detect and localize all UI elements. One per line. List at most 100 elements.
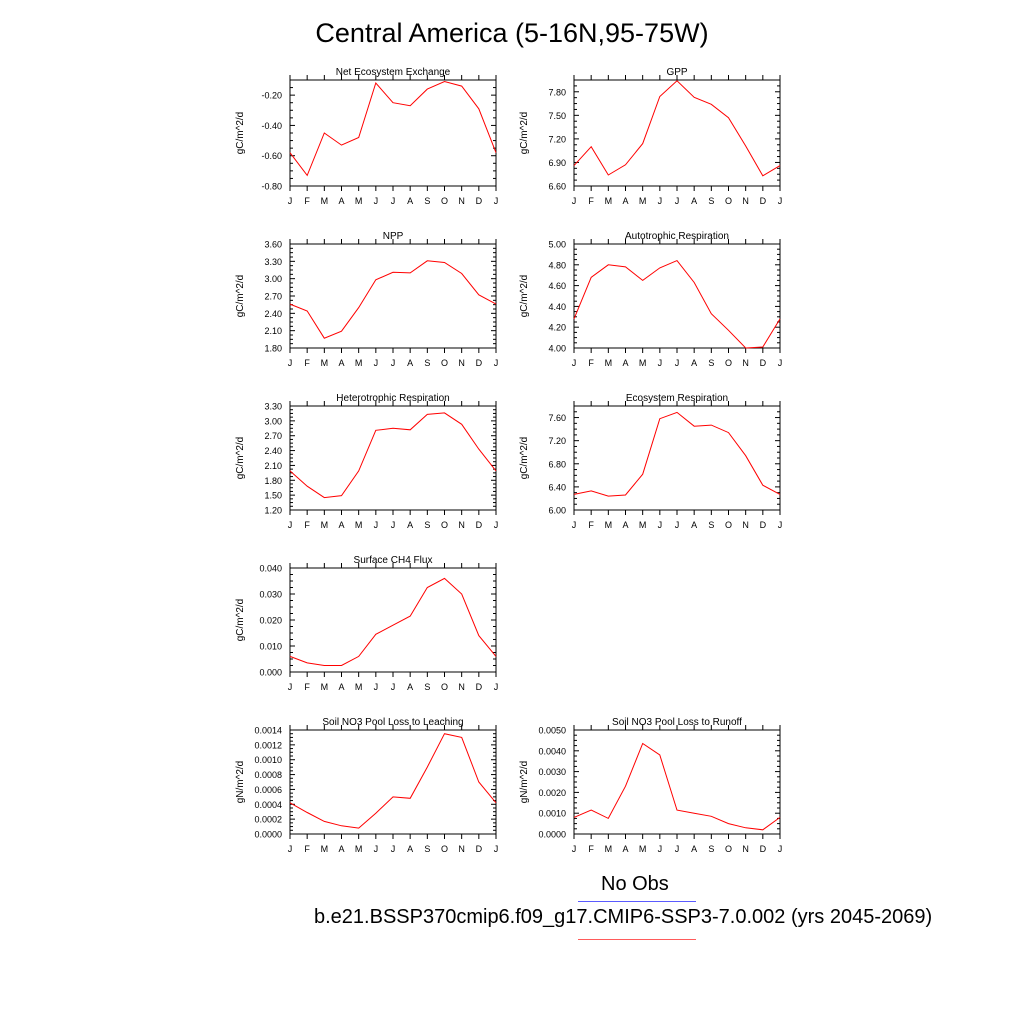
data-point bbox=[694, 282, 695, 283]
data-point bbox=[573, 165, 574, 166]
data-point bbox=[711, 816, 712, 817]
y-tick-label: 0.030 bbox=[259, 590, 282, 600]
x-tick-label: D bbox=[476, 844, 483, 854]
y-tick-label: 3.30 bbox=[264, 257, 282, 267]
x-tick-label: D bbox=[760, 196, 767, 206]
x-tick-label: N bbox=[458, 358, 465, 368]
x-tick-label: M bbox=[639, 520, 647, 530]
data-point bbox=[461, 85, 462, 86]
x-tick-label: J bbox=[494, 196, 499, 206]
x-tick-label: J bbox=[572, 844, 577, 854]
data-point bbox=[375, 430, 376, 431]
x-tick-label: M bbox=[605, 844, 613, 854]
chart-panel-6: Ecosystem Respiration gC/m^2/d 6.00 6.40 6.8… bbox=[519, 393, 782, 530]
y-tick-label: 2.40 bbox=[264, 446, 282, 456]
y-tick-label: 0.0000 bbox=[254, 830, 282, 840]
chart-panel-1: Net Ecosystem Exchange gC/m^2/d -0.80 -0.60… bbox=[235, 67, 498, 206]
y-tick-label: 2.10 bbox=[264, 326, 282, 336]
x-tick-label: N bbox=[458, 682, 465, 692]
chart-panel-3: NPP gC/m^2/d 1.80 2.10 2.40 2.70 3.00 3.30 3.60 J… bbox=[235, 231, 498, 368]
data-point bbox=[324, 497, 325, 498]
data-point bbox=[324, 821, 325, 822]
data-point bbox=[779, 318, 780, 319]
y-tick-label: 0.000 bbox=[259, 668, 282, 678]
data-point bbox=[392, 796, 393, 797]
x-tick-label: M bbox=[639, 358, 647, 368]
data-point bbox=[307, 662, 308, 663]
data-point bbox=[711, 424, 712, 425]
data-point bbox=[289, 303, 290, 304]
plot-frame bbox=[289, 567, 497, 673]
y-tick-label: 4.20 bbox=[548, 323, 566, 333]
y-tick-label: 6.90 bbox=[548, 158, 566, 168]
y-tick-label: 4.80 bbox=[548, 260, 566, 270]
data-point bbox=[341, 665, 342, 666]
panel-title: Soil NO3 Pool Loss to Leaching bbox=[322, 717, 463, 728]
panel-title: GPP bbox=[666, 67, 687, 78]
x-tick-label: A bbox=[691, 358, 697, 368]
data-point bbox=[728, 117, 729, 118]
chart-panel-4: Autotrophic Respiration gC/m^2/d 4.00 4.20 4… bbox=[519, 231, 782, 368]
y-tick-label: 4.40 bbox=[548, 302, 566, 312]
x-tick-label: J bbox=[288, 358, 293, 368]
data-point bbox=[307, 486, 308, 487]
data-point bbox=[762, 829, 763, 830]
x-tick-label: J bbox=[391, 358, 396, 368]
x-tick-label: J bbox=[675, 196, 680, 206]
x-tick-label: S bbox=[708, 520, 714, 530]
y-tick-label: 3.00 bbox=[264, 274, 282, 284]
x-tick-label: M bbox=[605, 358, 613, 368]
data-point bbox=[711, 313, 712, 314]
x-tick-label: J bbox=[675, 520, 680, 530]
y-axis-label: gN/m^2/d bbox=[235, 761, 246, 804]
data-point bbox=[358, 827, 359, 828]
y-tick-label: 6.80 bbox=[548, 459, 566, 469]
series-line bbox=[289, 412, 497, 499]
x-tick-label: J bbox=[675, 844, 680, 854]
data-point bbox=[608, 264, 609, 265]
data-point bbox=[375, 813, 376, 814]
data-point bbox=[573, 817, 574, 818]
data-point bbox=[410, 272, 411, 273]
x-tick-label: M bbox=[321, 196, 329, 206]
x-tick-label: J bbox=[572, 358, 577, 368]
data-point bbox=[591, 809, 592, 810]
x-tick-label: J bbox=[572, 520, 577, 530]
y-tick-label: 2.70 bbox=[264, 431, 282, 441]
data-point bbox=[444, 262, 445, 263]
data-point bbox=[745, 827, 746, 828]
x-tick-label: O bbox=[725, 520, 732, 530]
x-tick-label: M bbox=[355, 844, 363, 854]
data-point bbox=[461, 273, 462, 274]
series-line bbox=[573, 80, 781, 177]
y-tick-label: -0.20 bbox=[261, 91, 282, 101]
x-tick-label: O bbox=[725, 358, 732, 368]
x-tick-label: A bbox=[407, 520, 413, 530]
data-point bbox=[324, 665, 325, 666]
x-tick-label: A bbox=[338, 358, 344, 368]
x-tick-label: M bbox=[321, 520, 329, 530]
data-point bbox=[410, 105, 411, 106]
x-tick-label: A bbox=[338, 196, 344, 206]
x-tick-label: S bbox=[424, 520, 430, 530]
data-point bbox=[478, 294, 479, 295]
data-point bbox=[728, 330, 729, 331]
data-point bbox=[375, 279, 376, 280]
x-tick-label: J bbox=[494, 358, 499, 368]
legend-case-label: b.e21.BSSP370cmip6.f09_g17.CMIP6-SSP3-7.… bbox=[314, 906, 933, 928]
y-tick-label: 2.10 bbox=[264, 461, 282, 471]
data-point bbox=[461, 424, 462, 425]
x-tick-label: N bbox=[742, 196, 749, 206]
x-tick-label: F bbox=[588, 520, 594, 530]
y-tick-label: 5.00 bbox=[548, 240, 566, 250]
x-tick-label: N bbox=[458, 196, 465, 206]
data-point bbox=[392, 272, 393, 273]
y-tick-label: 1.80 bbox=[264, 476, 282, 486]
y-axis-label: gC/m^2/d bbox=[519, 437, 530, 480]
y-tick-label: -0.80 bbox=[261, 182, 282, 192]
data-point bbox=[659, 418, 660, 419]
y-tick-label: 3.60 bbox=[264, 240, 282, 250]
panel-title: Surface CH4 Flux bbox=[354, 555, 433, 566]
data-point bbox=[427, 88, 428, 89]
y-tick-label: 7.20 bbox=[548, 134, 566, 144]
